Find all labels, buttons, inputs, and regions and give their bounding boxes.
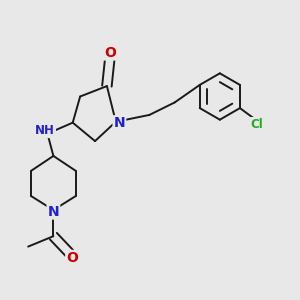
Text: O: O [104,46,116,59]
Text: N: N [48,205,59,218]
Text: O: O [66,251,78,265]
Text: Cl: Cl [250,118,263,131]
Text: NH: NH [35,124,55,137]
Text: N: N [114,116,125,130]
